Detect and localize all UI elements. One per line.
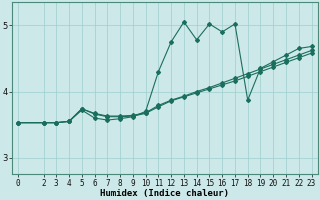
X-axis label: Humidex (Indice chaleur): Humidex (Indice chaleur)	[100, 189, 229, 198]
